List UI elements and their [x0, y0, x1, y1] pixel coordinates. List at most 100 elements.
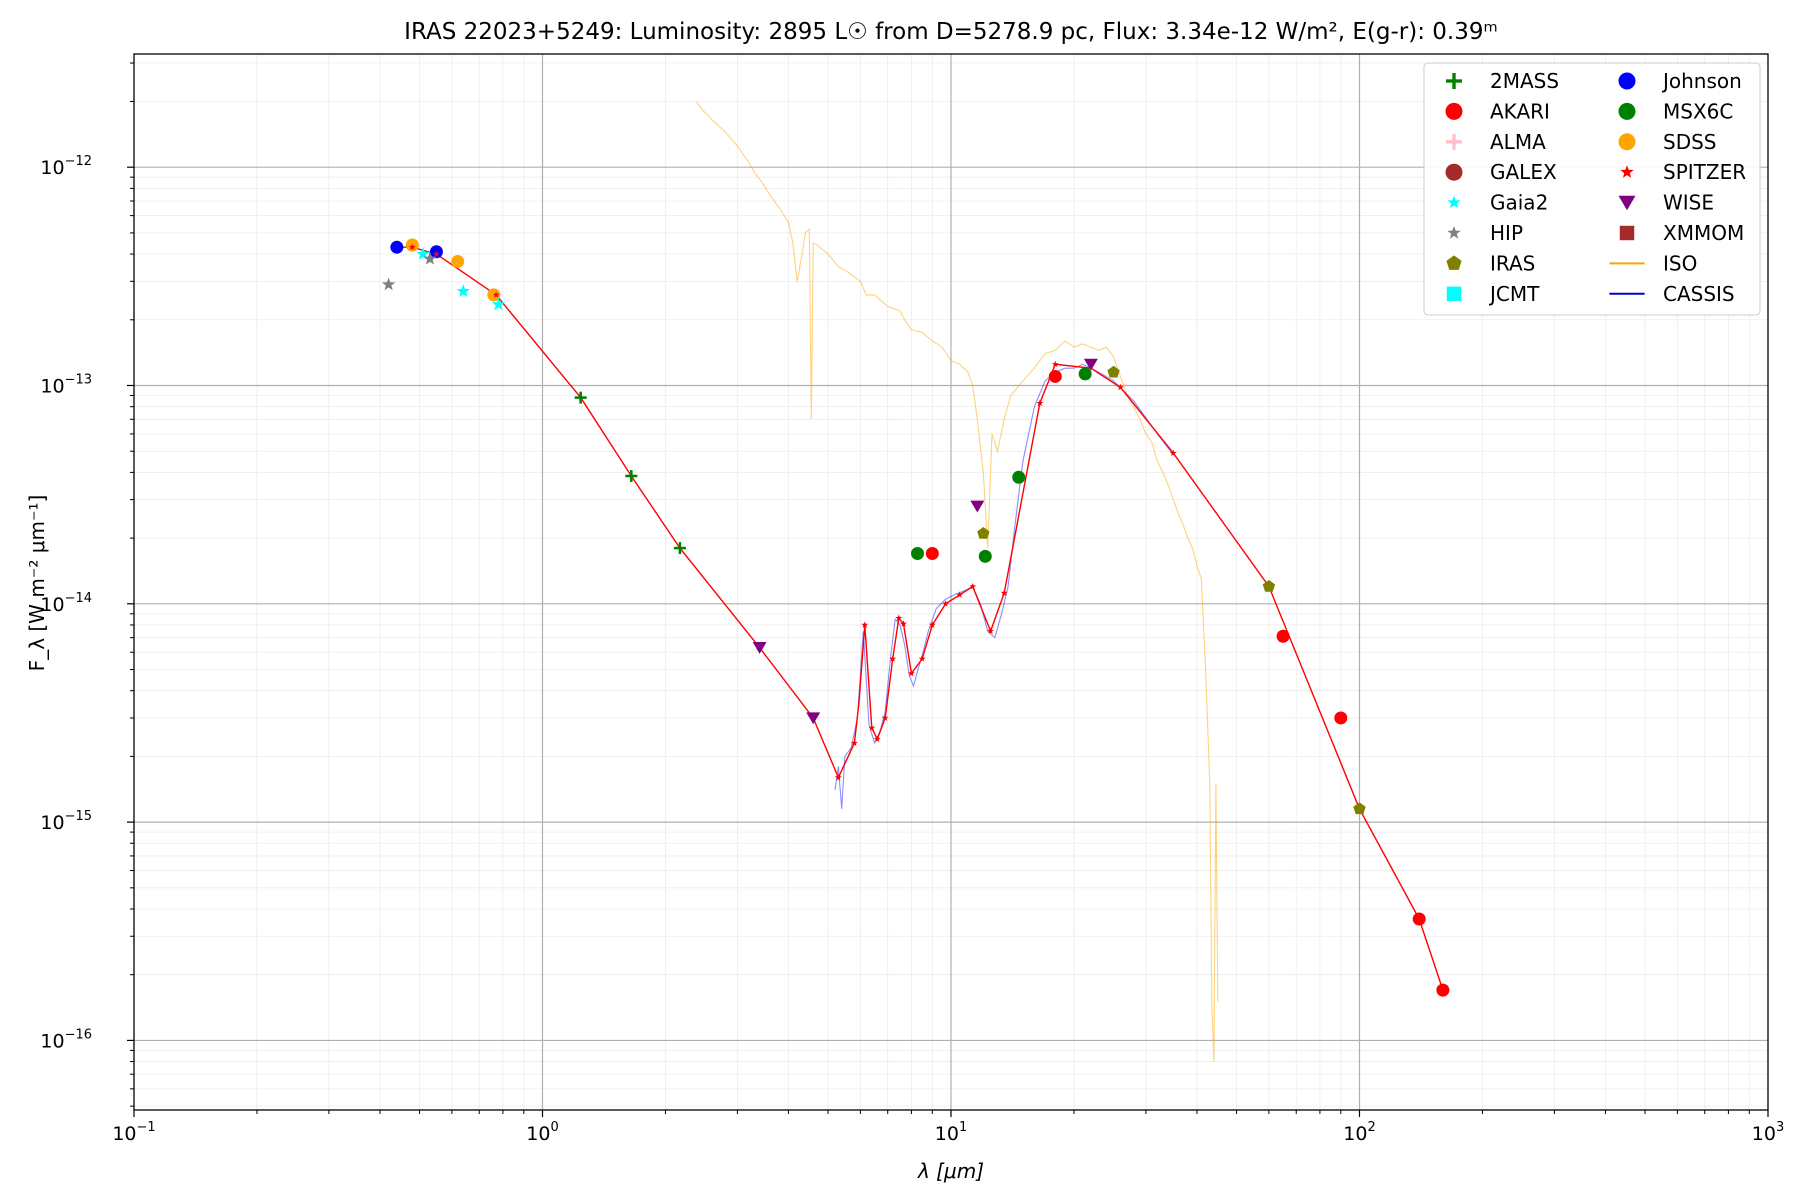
- spitzer-point: [433, 250, 440, 257]
- legend-label-msx6c: MSX6C: [1663, 99, 1733, 123]
- legend-marker-2mass: [1446, 73, 1462, 89]
- spitzer-point: [861, 621, 869, 628]
- legend-label-johnson: Johnson: [1661, 69, 1742, 93]
- 2mass-point-v: [678, 542, 682, 555]
- spitzer-point: [850, 739, 858, 747]
- legend-label-gaia2: Gaia2: [1490, 191, 1548, 215]
- spitzer-point: [881, 714, 889, 721]
- 2mass-point-v: [579, 391, 582, 404]
- spitzer-point: [942, 600, 949, 607]
- legend-marker-iras: [1446, 255, 1462, 270]
- legend-label-cassis: CASSIS: [1663, 282, 1735, 306]
- iras-point: [977, 527, 990, 539]
- photometry-points-layer: [381, 238, 1450, 997]
- legend-label-iras: IRAS: [1490, 251, 1535, 275]
- legend-label-iso: ISO: [1663, 251, 1697, 275]
- akari-point: [1436, 983, 1450, 997]
- sdss-point: [451, 254, 465, 268]
- legend-marker-jcmt: [1446, 286, 1462, 302]
- gaia2-point: [416, 247, 430, 260]
- wise-point: [970, 500, 985, 513]
- legend-marker-akari: [1445, 102, 1463, 120]
- spitzer-point: [928, 621, 936, 628]
- spitzer-point: [900, 620, 907, 627]
- legend-label-akari: AKARI: [1490, 99, 1550, 123]
- akari-point: [1412, 912, 1426, 926]
- gaia2-point: [491, 297, 506, 311]
- spitzer-point: [1000, 589, 1008, 596]
- gaia2-point: [456, 284, 470, 297]
- msx6c-point: [978, 549, 992, 563]
- legend-marker-alma: [1446, 133, 1462, 150]
- wise-point: [1083, 358, 1098, 371]
- legend-label-xmmom: XMMOM: [1663, 221, 1744, 245]
- spitzer-point: [956, 591, 964, 598]
- akari-point: [1276, 629, 1290, 643]
- 2mass-point: [673, 542, 686, 555]
- spitzer-point: [969, 582, 977, 590]
- legend-marker-alma-v: [1452, 133, 1456, 150]
- iras-point: [1262, 580, 1276, 592]
- legend-label-galex: GALEX: [1490, 160, 1557, 184]
- iso-spectrum-layer: [695, 101, 1219, 1062]
- 2mass-point: [574, 391, 587, 404]
- axis-ticks: 10−1 100 101 102 10310−1610−1510−1410−1310−1…: [40, 62, 1784, 1145]
- akari-point: [1048, 369, 1062, 383]
- legend-marker-galex: [1445, 163, 1463, 181]
- legend-marker-msx6c: [1618, 102, 1636, 120]
- spitzer-point: [492, 291, 500, 298]
- spitzer-point: [868, 724, 876, 731]
- x-tick-label: 101: [935, 1120, 967, 1145]
- msx6c-point: [1078, 367, 1092, 381]
- 2mass-point-v: [630, 469, 633, 482]
- legend-marker-gaia2: [1447, 195, 1461, 209]
- chart-title: IRAS 22023+5249: Luminosity: 2895 L☉ fro…: [404, 19, 1498, 45]
- 2mass-point: [625, 469, 638, 482]
- spitzer-point: [1036, 399, 1044, 407]
- spitzer-point: [408, 243, 416, 251]
- legend-label-wise: WISE: [1663, 191, 1714, 215]
- legend-label-hip: HIP: [1490, 221, 1523, 245]
- hip-point: [381, 277, 396, 291]
- legend: 2MASS Johnson AKARI MSX6C ALMA SDSS GALEX SPITZ…: [1423, 62, 1761, 316]
- wise-point: [752, 642, 767, 654]
- y-axis-label: F_λ [W m⁻² μm⁻¹]: [25, 495, 49, 672]
- spitzer-point: [873, 735, 881, 742]
- minor-grid: [134, 54, 1768, 1110]
- hip-point: [423, 251, 437, 265]
- x-axis-label: λ [μm]: [917, 1159, 984, 1183]
- akari-point: [925, 546, 939, 560]
- legend-label-sdss: SDSS: [1663, 130, 1717, 154]
- model-sed-line: [396, 246, 1444, 991]
- legend-box: [1423, 62, 1761, 316]
- spitzer-point: [908, 669, 915, 677]
- spitzer-point: [889, 655, 897, 662]
- johnson-point: [390, 240, 404, 254]
- legend-label-jcmt: JCMT: [1488, 282, 1540, 306]
- x-tick-label: 10−1: [112, 1120, 155, 1145]
- msx6c-point: [1012, 470, 1026, 484]
- legend-marker-sdss: [1618, 133, 1636, 151]
- msx6c-point: [911, 546, 925, 560]
- spitzer-point: [918, 655, 926, 662]
- spitzer-point: [1117, 383, 1124, 391]
- model-line-layer: [396, 246, 1444, 991]
- spitzer-point: [895, 614, 903, 621]
- spitzer-point: [1051, 360, 1059, 368]
- legend-label-2mass: 2MASS: [1490, 69, 1559, 93]
- legend-marker-hip: [1447, 226, 1461, 239]
- iso-spectrum-line: [695, 101, 1219, 1062]
- legend-marker-johnson: [1618, 72, 1636, 90]
- legend-marker-spitzer: [1620, 165, 1634, 178]
- iras-point: [1353, 802, 1366, 815]
- legend-marker-2mass-v: [1452, 73, 1456, 89]
- legend-label-alma: ALMA: [1490, 130, 1546, 154]
- sdss-point: [487, 288, 501, 302]
- x-tick-label: 100: [526, 1120, 558, 1145]
- spitzer-point: [834, 773, 842, 781]
- iras-point: [1107, 365, 1120, 378]
- spitzer-point: [1169, 449, 1177, 456]
- legend-label-spitzer: SPITZER: [1663, 160, 1746, 184]
- spitzer-point: [987, 627, 994, 634]
